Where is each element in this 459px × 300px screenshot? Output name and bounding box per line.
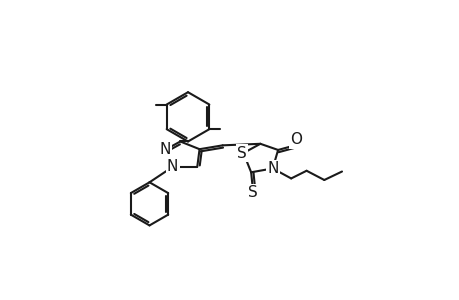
Text: N: N [159,142,170,158]
Text: S: S [236,146,246,160]
Text: N: N [266,161,278,176]
Text: N: N [167,159,178,174]
Text: O: O [290,133,302,148]
Text: S: S [247,185,257,200]
